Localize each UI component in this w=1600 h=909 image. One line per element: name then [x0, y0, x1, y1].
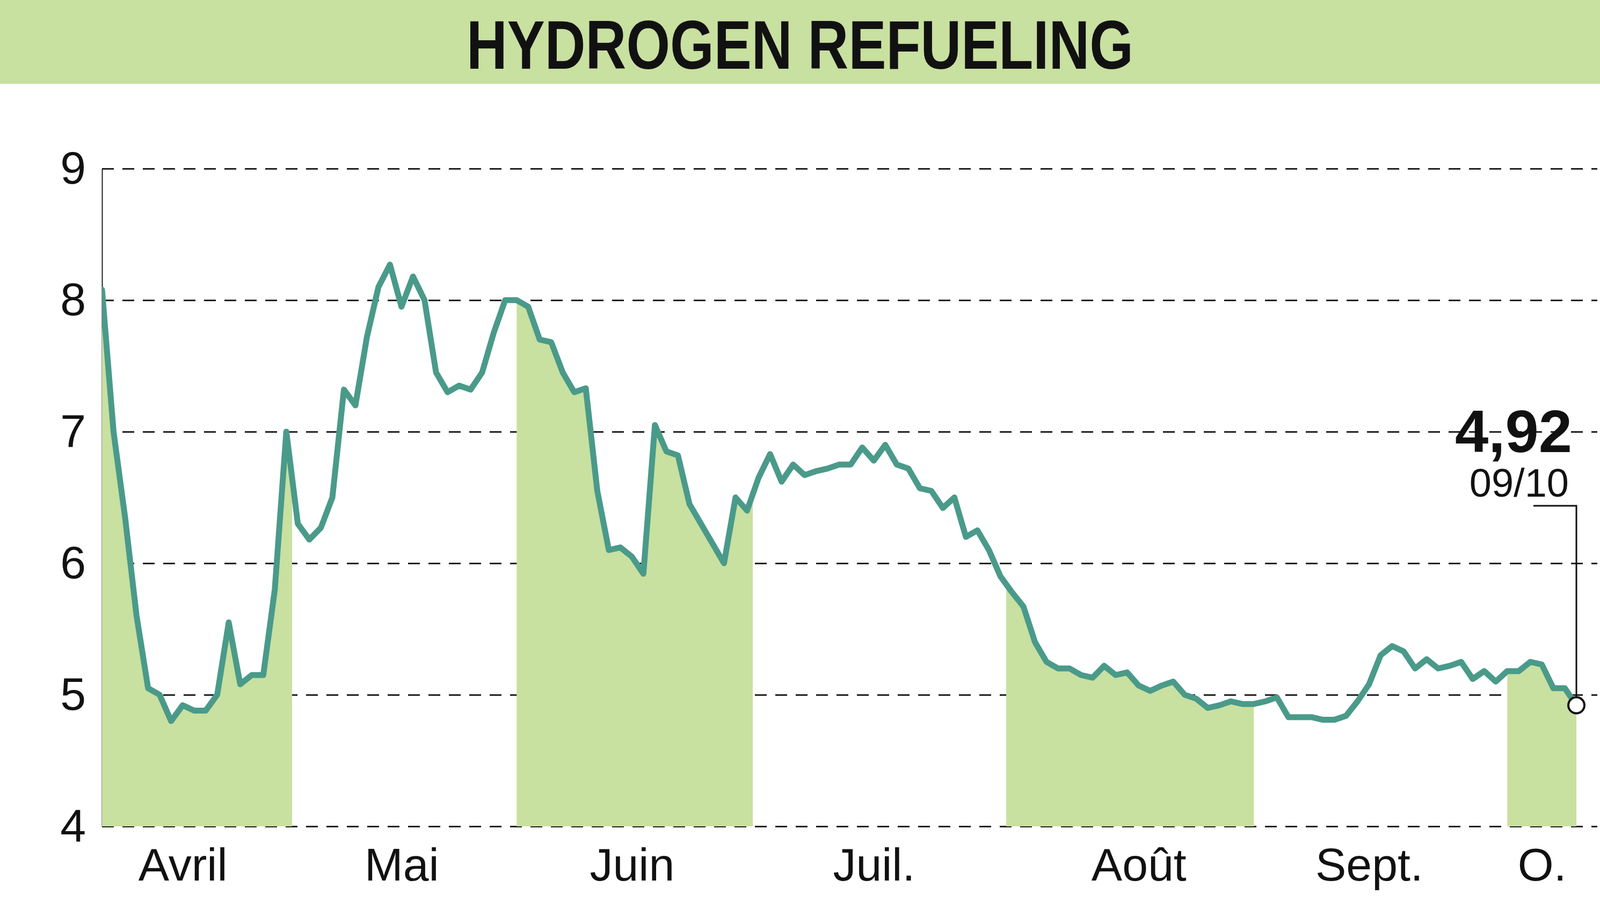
area	[516, 264, 753, 827]
grid-line	[102, 431, 1598, 433]
last-value: 4,92	[1455, 397, 1573, 465]
x-axis: Avril Mai Juin Juil. Août Sept. O.	[102, 826, 1577, 891]
month-band	[102, 264, 293, 827]
title: HYDROGEN REFUELING	[466, 6, 1134, 84]
y-tick-label: 4	[60, 799, 86, 852]
x-tick-label: Sept.	[1315, 838, 1424, 891]
y-axis: 4 5 6 7 8 9	[60, 141, 1598, 852]
x-tick: Juil.	[832, 838, 915, 891]
x-tick-label: Juin	[589, 838, 675, 891]
x-tick: Avril	[138, 838, 228, 891]
plot-area	[102, 264, 1577, 827]
last-date: 09/10	[1469, 460, 1569, 506]
grid-line	[102, 299, 1598, 302]
x-tick: Juin	[589, 838, 675, 891]
y-tick-label: 6	[60, 536, 86, 588]
month-band	[1006, 264, 1254, 827]
y-tick: 9	[60, 141, 1598, 194]
x-tick-label: Avril	[138, 838, 228, 891]
last-point	[1568, 697, 1585, 714]
y-tick-label: 8	[60, 273, 86, 325]
x-tick: O.	[1517, 838, 1567, 891]
title-bar	[0, 0, 1600, 84]
grid-line	[102, 562, 1598, 565]
grid-line	[102, 825, 1598, 828]
area	[1507, 264, 1577, 827]
month-band	[1507, 264, 1577, 827]
x-tick: Sept.	[1315, 838, 1424, 891]
x-tick-label: Mai	[364, 838, 440, 891]
x-tick-label: Juil.	[832, 838, 915, 891]
price-line	[102, 264, 1577, 722]
grid-line	[102, 694, 1598, 696]
area	[102, 264, 293, 827]
y-tick-label: 5	[60, 667, 86, 720]
grid-line	[102, 168, 1598, 170]
callout-line	[1533, 505, 1577, 706]
x-axis-line	[102, 826, 1577, 827]
y-tick-label: 7	[60, 404, 86, 457]
month-band	[516, 264, 753, 827]
last-value-annotation: 4,9209/10	[1455, 397, 1585, 714]
x-tick-label: O.	[1517, 838, 1567, 891]
x-tick: Août	[1091, 838, 1187, 891]
y-tick-label: 9	[60, 141, 86, 194]
chart: HYDROGEN REFUELING 4 5 6 7 8 9 Avril Mai Juin Juil…	[0, 0, 1600, 909]
y-tick: 8	[60, 273, 1598, 325]
x-tick: Mai	[364, 838, 440, 891]
x-tick-label: Août	[1091, 838, 1187, 891]
area	[1006, 264, 1254, 827]
